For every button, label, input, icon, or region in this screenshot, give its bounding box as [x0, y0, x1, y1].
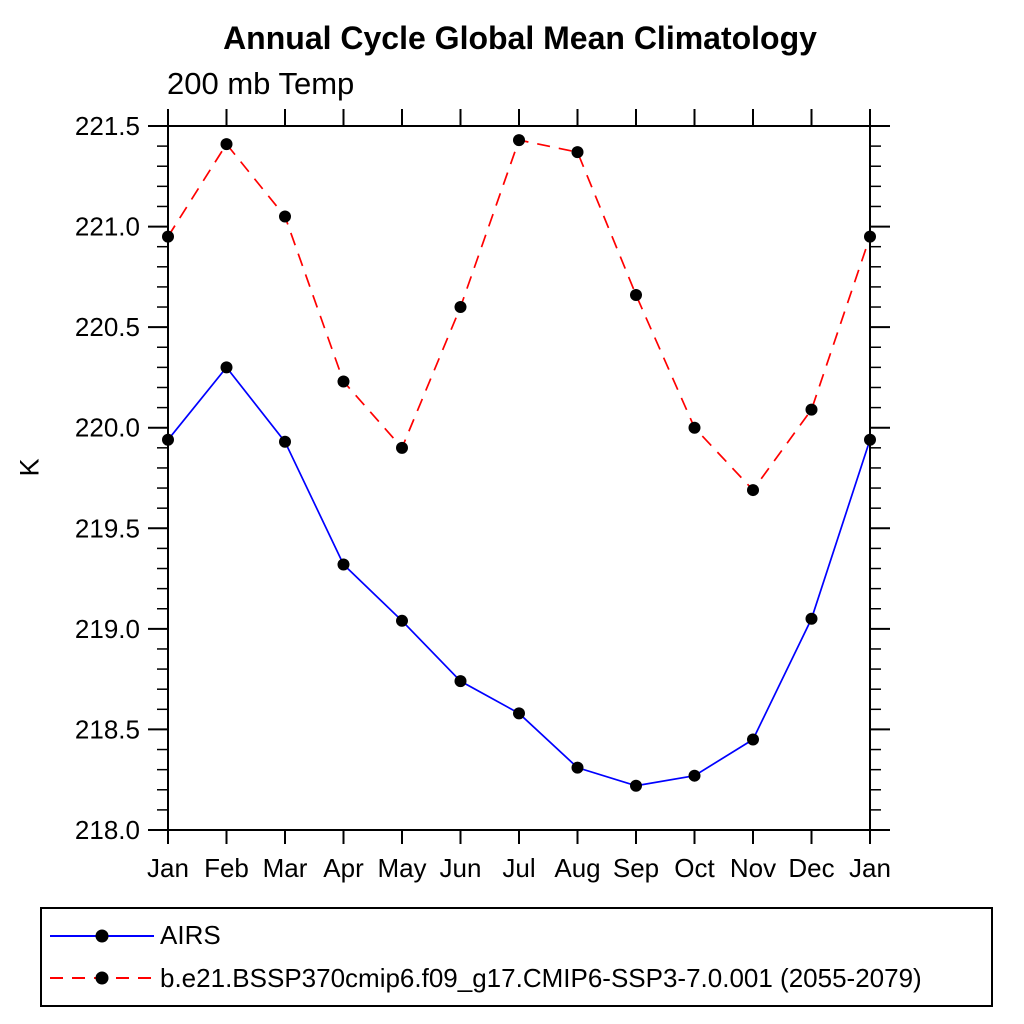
data-point-marker	[630, 779, 642, 792]
legend-item-model: b.e21.BSSP370cmip6.f09_g17.CMIP6-SSP3-7.…	[48, 963, 991, 994]
data-point-marker	[571, 761, 584, 774]
legend-label-airs: AIRS	[160, 920, 221, 951]
data-point-marker	[337, 558, 350, 571]
data-point-marker	[162, 433, 174, 446]
legend-marker-dot	[95, 929, 109, 943]
data-point-marker	[513, 707, 525, 720]
data-point-marker	[805, 612, 818, 625]
data-point-marker	[864, 230, 876, 243]
data-point-marker	[864, 433, 876, 446]
y-tick-label: 220.5	[75, 312, 140, 342]
y-tick-label: 221.5	[75, 111, 140, 141]
x-tick-label: Jan	[147, 853, 189, 883]
legend-line-sample-dashed	[50, 971, 154, 985]
series-line-solid	[167, 366, 871, 787]
data-point-marker	[337, 375, 350, 388]
data-point-marker	[396, 441, 408, 454]
x-tick-label: Jun	[440, 853, 482, 883]
data-point-marker	[454, 675, 467, 688]
data-point-marker	[279, 210, 291, 223]
data-point-marker	[513, 134, 525, 147]
data-point-marker	[688, 769, 701, 782]
data-point-marker	[805, 403, 818, 416]
data-point-marker	[688, 421, 701, 434]
chart-title: Annual Cycle Global Mean Climatology	[223, 20, 817, 56]
data-point-marker	[279, 435, 291, 448]
data-point-marker	[162, 230, 174, 243]
data-point-marker	[454, 301, 467, 314]
y-tick-label: 221.0	[75, 212, 140, 242]
y-tick-label: 218.5	[75, 714, 140, 744]
y-tick-label: 218.0	[75, 815, 140, 845]
legend-label-model: b.e21.BSSP370cmip6.f09_g17.CMIP6-SSP3-7.…	[160, 962, 922, 993]
x-tick-label: Dec	[788, 853, 834, 883]
data-point-marker	[747, 484, 759, 497]
x-tick-label: Oct	[674, 853, 715, 883]
data-point-marker	[220, 361, 233, 374]
y-tick-label: 219.0	[75, 614, 140, 644]
data-point-marker	[630, 288, 642, 301]
plot-frame	[167, 125, 871, 831]
x-tick-label: Jan	[849, 853, 891, 883]
data-point-marker	[220, 138, 233, 151]
x-tick-label: Apr	[323, 853, 364, 883]
x-tick-label: Feb	[204, 853, 249, 883]
legend-line-sample-solid	[50, 929, 154, 943]
x-tick-label: Aug	[554, 853, 600, 883]
y-tick-label: 220.0	[75, 413, 140, 443]
data-point-marker	[396, 614, 408, 627]
x-tick-label: Mar	[263, 853, 308, 883]
chart-subtitle: 200 mb Temp	[167, 66, 355, 101]
x-tick-label: May	[377, 853, 426, 883]
data-point-marker	[747, 733, 759, 746]
legend-box: AIRS b.e21.BSSP370cmip6.f09_g17.CMIP6-SS…	[40, 907, 993, 1007]
series-line-dashed	[167, 139, 871, 492]
legend-marker-dot	[95, 971, 109, 985]
x-tick-label: Nov	[730, 853, 776, 883]
data-point-marker	[571, 146, 584, 159]
x-tick-label: Jul	[502, 853, 535, 883]
y-tick-label: 219.5	[75, 513, 140, 543]
legend-item-airs: AIRS	[48, 920, 991, 951]
x-tick-label: Sep	[613, 853, 659, 883]
